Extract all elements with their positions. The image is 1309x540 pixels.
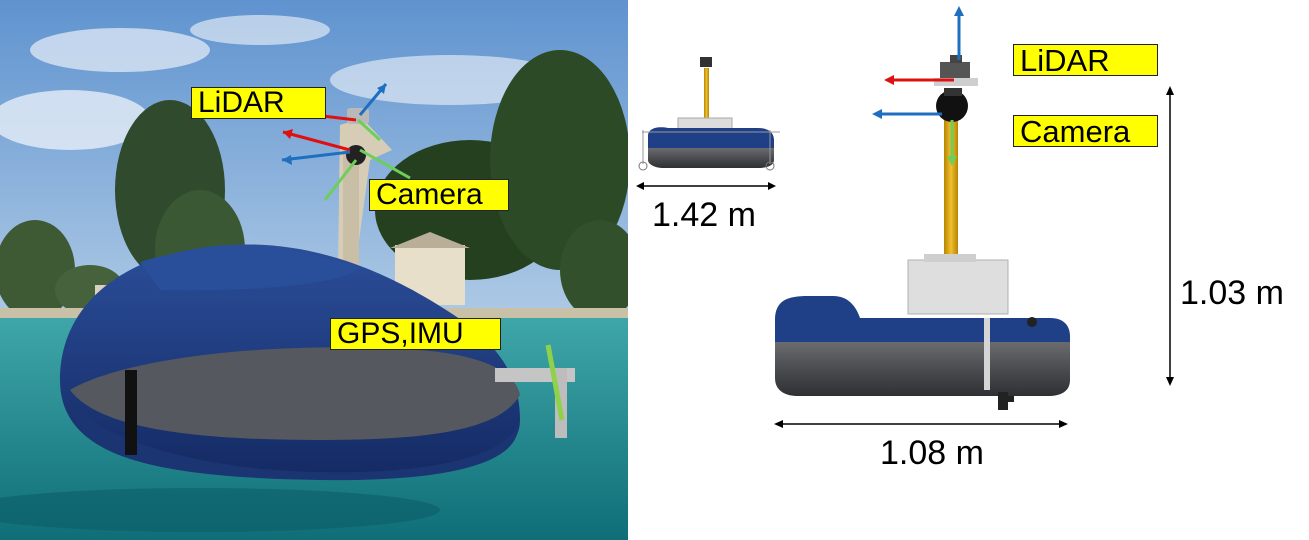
platform-diagram: LiDAR Camera 1.42 m 1.08 m 1.03 m [628,0,1309,540]
photo-lidar-label: LiDAR [191,87,326,119]
height-dimension: 1.03 m [1180,274,1284,312]
side-view [774,6,1174,428]
diagram-lidar-label: LiDAR [1013,44,1158,76]
photo-gps-imu-label: GPS,IMU [330,318,501,350]
diagram-drawing [636,6,1174,428]
front-view [636,57,780,190]
small-width-dimension: 1.42 m [652,196,756,234]
platform-photo: LiDAR Camera GPS,IMU [0,0,628,540]
width-dimension: 1.08 m [880,434,984,472]
photo-camera-label: Camera [369,179,509,211]
diagram-camera-label: Camera [1013,115,1158,147]
photo-scene [0,0,628,540]
